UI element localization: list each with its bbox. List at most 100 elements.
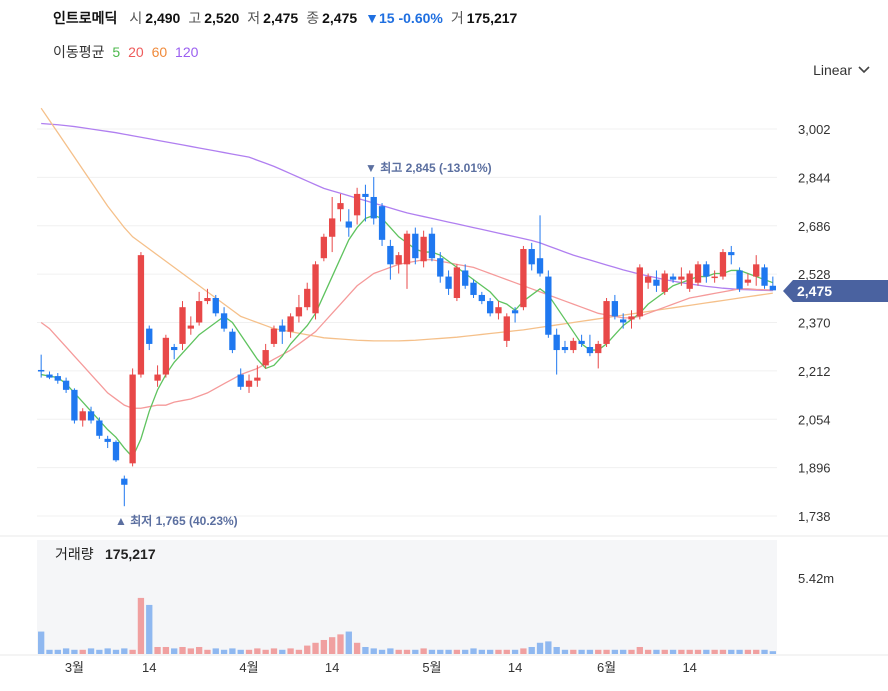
ma-legend-label: 이동평균 [53,44,105,60]
volume-bar [603,649,610,654]
candle-body [753,264,760,277]
volume-bar [744,649,752,654]
scale-dropdown[interactable]: Linear [813,62,870,78]
volume-label: 거 [450,10,464,26]
stock-name: 인트로메딕 [53,10,118,26]
candle [71,388,78,424]
candle [62,377,70,393]
candle [653,270,660,292]
candle-body [137,255,145,375]
candle-body [412,233,419,259]
candle [279,319,286,344]
volume-bar [703,649,710,654]
ma20-legend[interactable]: 20 [128,44,144,60]
volume-bar [245,649,253,654]
candle-body [761,267,768,286]
volume-bar [179,646,186,654]
candle-body [711,276,718,279]
volume-bar [395,649,402,654]
candle-body [570,340,577,351]
candle [478,291,485,305]
volume-bar [769,651,777,654]
candle-body [370,196,377,219]
candle [711,270,718,283]
candle [112,440,120,462]
y-tick-label: 2,212 [798,364,831,379]
candle-body [104,438,111,442]
candle [595,340,602,369]
candle-body [736,270,743,289]
candle-body [320,236,328,259]
volume-bar [636,646,643,654]
candle [87,406,95,424]
volume-bar [553,646,560,654]
candle [686,270,693,292]
candle [320,233,328,262]
low-annotation: ▲ 최저 1,765 (40.23%) [115,513,238,528]
candle [520,245,527,311]
candle [187,316,194,335]
candle-body [678,276,685,280]
volume-bar [462,649,469,654]
candle [528,242,535,271]
open-label: 시 [129,10,143,26]
x-tick-label: 14 [142,660,156,675]
candle-body [420,236,427,262]
volume-bar [329,637,336,654]
y-tick-label: 1,896 [798,461,831,476]
candle [345,209,352,237]
close-value: 2,475 [322,10,358,26]
candle-body [636,267,643,317]
candle [220,307,228,332]
candle [121,475,128,507]
candle [769,276,777,291]
candle [694,261,702,286]
candle-body [470,282,477,295]
volume-bar [545,641,552,654]
candle [245,374,253,393]
candle-body [462,270,469,286]
candle-body [337,203,344,210]
volume-bar [661,649,668,654]
volume-bar [279,649,286,654]
volume-panel-bg [37,540,777,654]
volume-bar [353,642,361,654]
y-axis: 3,002 2,844 2,686 2,528 2,370 2,212 2,054 1,896… [798,122,831,524]
candle [453,264,461,302]
candle-body [287,316,294,332]
volume-bar [229,648,236,654]
volume-bar [121,648,128,654]
ma5-legend[interactable]: 5 [112,44,121,60]
candle-body [146,328,153,344]
volume-bar [237,649,244,654]
candle-body [486,301,494,314]
ma60-legend[interactable]: 60 [151,44,168,60]
candle [162,334,170,378]
candle-body [478,294,485,302]
volume-bar [212,648,219,654]
x-tick-label: 4월 [239,660,258,675]
volume-panel [37,540,777,654]
volume-bar [644,649,652,654]
candle [437,252,444,283]
candle [353,187,361,225]
candle [329,196,336,253]
x-tick-label: 6월 [597,660,616,675]
high-label: 고 [188,10,202,26]
candle [753,255,760,286]
volume-bar [387,648,394,654]
ma120-legend[interactable]: 120 [175,44,199,60]
volume-bar [270,648,278,654]
volume-bar [678,649,685,654]
candle [212,294,219,317]
candle-body [112,441,120,461]
candle-body [312,264,319,314]
volume-bar [445,649,452,654]
candle [661,270,668,295]
volume-bars [37,597,777,654]
candle [370,177,377,225]
volume-bar [420,648,427,654]
y-tick-label: 2,054 [798,412,831,427]
change-value: ▼15 -0.60% [365,10,443,26]
